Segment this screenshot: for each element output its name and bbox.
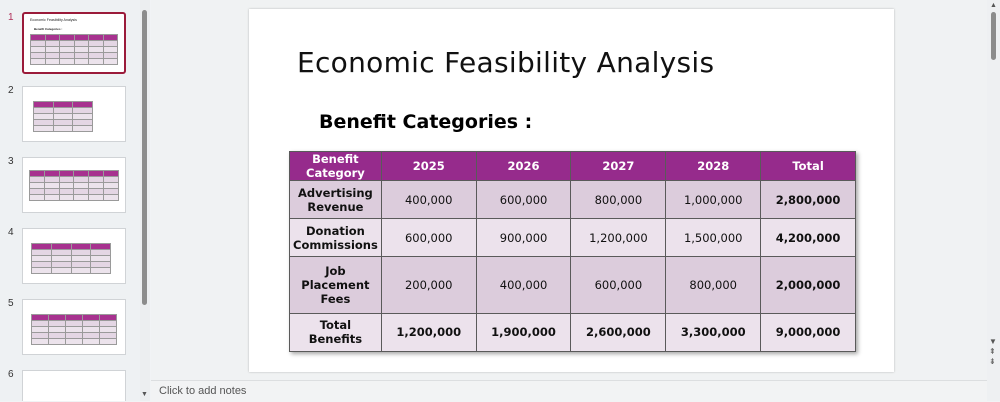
table-cell[interactable]: 800,000 [665,256,762,314]
slide-number: 2 [8,85,14,96]
table-cell[interactable]: 600,000 [570,256,667,314]
table-row: Advertising Revenue 400,000 600,000 800,… [289,179,856,220]
table-cell[interactable]: 1,000,000 [665,179,762,220]
slide-title[interactable]: Economic Feasibility Analysis [297,46,715,79]
row-label-cell[interactable]: Total Benefits [289,312,382,353]
total-cell[interactable]: 2,800,000 [760,179,856,220]
slide-thumbnail-2[interactable] [22,86,126,142]
header-cell[interactable]: Benefit Category [289,151,382,181]
slide-thumbnail-6[interactable] [22,370,126,401]
thumbnail-table [33,101,93,132]
table-cell[interactable]: 1,200,000 [380,312,477,353]
scrollbar-thumb[interactable] [991,12,996,60]
scrollbar-thumb[interactable] [142,10,147,305]
slide-subtitle[interactable]: Benefit Categories : [319,111,533,133]
header-cell[interactable]: 2025 [380,151,477,181]
table-row: Job Placement Fees 200,000 400,000 600,0… [289,256,856,314]
thumbnail-table [30,34,118,65]
slide-thumbnail-4[interactable] [22,228,126,284]
slide-thumbnail-3[interactable] [22,157,126,213]
header-cell[interactable]: 2028 [665,151,762,181]
row-label-cell[interactable]: Job Placement Fees [289,256,382,314]
scroll-down-arrow-icon[interactable]: ▼ [989,337,997,346]
table-cell[interactable]: 800,000 [570,179,667,220]
row-label-cell[interactable]: Advertising Revenue [289,179,382,220]
table-cell[interactable]: 1,200,000 [570,218,667,258]
slide-number: 5 [8,298,14,309]
header-cell[interactable]: Total [760,151,856,181]
total-cell[interactable]: 4,200,000 [760,218,856,258]
table-cell[interactable]: 1,900,000 [475,312,572,353]
slide-thumbnail-panel: 1 Economic Feasibility Analysis Benefit … [0,0,150,401]
benefit-table[interactable]: Benefit Category 2025 2026 2027 2028 Tot… [289,151,856,353]
row-label-cell[interactable]: Donation Commissions [289,218,382,258]
thumbnail-table [31,314,117,345]
table-header-row: Benefit Category 2025 2026 2027 2028 Tot… [289,151,856,181]
previous-slide-icon[interactable]: ⇞ [989,347,996,356]
thumbnail-scrollbar[interactable]: ▼ [140,0,150,401]
next-slide-icon[interactable]: ⇟ [989,357,996,366]
scroll-up-arrow-icon[interactable]: ▲ [990,2,997,9]
header-cell[interactable]: 2026 [475,151,572,181]
table-cell[interactable]: 3,300,000 [665,312,762,353]
current-slide[interactable]: Economic Feasibility Analysis Benefit Ca… [249,9,894,372]
table-cell[interactable]: 200,000 [380,256,477,314]
slide-thumbnail-1[interactable]: Economic Feasibility Analysis Benefit Ca… [22,12,126,74]
table-total-row: Total Benefits 1,200,000 1,900,000 2,600… [289,312,856,353]
table-cell[interactable]: 600,000 [380,218,477,258]
slide-number: 3 [8,156,14,167]
table-cell[interactable]: 2,600,000 [570,312,667,353]
thumbnail-title: Economic Feasibility Analysis [30,18,77,22]
table-cell[interactable]: 1,500,000 [665,218,762,258]
slide-scrollbar[interactable]: ▲ ▼ ⇞ ⇟ [987,0,1000,401]
scroll-down-arrow-icon[interactable]: ▼ [141,391,148,398]
slide-thumbnail-5[interactable] [22,299,126,355]
thumbnail-table [29,170,119,201]
header-cell[interactable]: 2027 [570,151,667,181]
thumbnail-table [31,243,111,274]
total-cell[interactable]: 9,000,000 [760,312,856,353]
slide-number: 4 [8,227,14,238]
table-cell[interactable]: 900,000 [475,218,572,258]
table-cell[interactable]: 600,000 [475,179,572,220]
slide-number: 1 [8,12,14,23]
thumbnail-subtitle: Benefit Categories : [34,27,63,31]
notes-pane[interactable]: Click to add notes [151,380,987,402]
table-cell[interactable]: 400,000 [475,256,572,314]
total-cell[interactable]: 2,000,000 [760,256,856,314]
slide-number: 6 [8,369,14,380]
table-cell[interactable]: 400,000 [380,179,477,220]
notes-placeholder[interactable]: Click to add notes [159,385,247,397]
table-row: Donation Commissions 600,000 900,000 1,2… [289,218,856,258]
